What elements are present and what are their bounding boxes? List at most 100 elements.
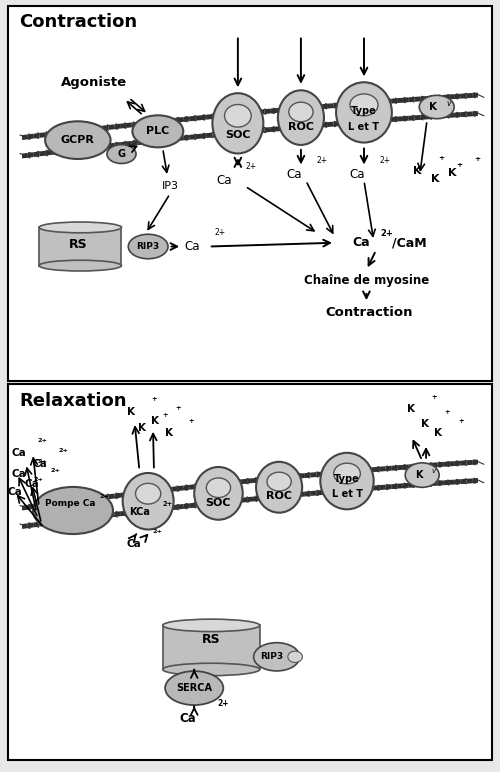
Polygon shape — [276, 494, 281, 499]
Text: K: K — [407, 405, 415, 415]
Polygon shape — [438, 95, 444, 100]
Polygon shape — [414, 463, 420, 469]
FancyBboxPatch shape — [8, 6, 492, 381]
Polygon shape — [190, 134, 195, 140]
Polygon shape — [34, 503, 40, 509]
Text: K: K — [429, 102, 437, 112]
Polygon shape — [380, 117, 386, 123]
Polygon shape — [62, 130, 68, 135]
Text: Pompe Ca: Pompe Ca — [46, 499, 96, 508]
Polygon shape — [195, 115, 201, 120]
Text: +: + — [456, 162, 462, 168]
Polygon shape — [155, 506, 160, 512]
Polygon shape — [392, 117, 397, 122]
Text: 2+: 2+ — [246, 161, 257, 171]
Polygon shape — [80, 127, 86, 133]
Polygon shape — [143, 489, 149, 495]
Text: Relaxation: Relaxation — [20, 391, 127, 410]
Polygon shape — [432, 95, 438, 100]
Text: Ca: Ca — [184, 240, 200, 253]
Text: L et T: L et T — [332, 489, 362, 499]
Polygon shape — [166, 137, 172, 142]
Polygon shape — [155, 120, 160, 125]
Polygon shape — [472, 478, 478, 483]
Polygon shape — [114, 142, 120, 147]
Polygon shape — [155, 138, 160, 144]
Polygon shape — [184, 503, 190, 509]
Polygon shape — [80, 516, 86, 521]
Polygon shape — [374, 118, 380, 124]
Polygon shape — [340, 488, 345, 493]
Polygon shape — [160, 487, 166, 493]
Polygon shape — [172, 117, 178, 123]
Polygon shape — [258, 496, 264, 501]
Polygon shape — [126, 141, 132, 147]
Text: G: G — [118, 149, 126, 159]
Polygon shape — [316, 123, 322, 128]
Polygon shape — [132, 122, 138, 127]
Polygon shape — [149, 507, 155, 513]
Polygon shape — [178, 504, 184, 510]
Polygon shape — [86, 145, 91, 151]
Polygon shape — [68, 517, 74, 523]
Polygon shape — [351, 101, 357, 107]
Polygon shape — [108, 493, 114, 499]
Polygon shape — [466, 479, 472, 484]
Polygon shape — [328, 103, 334, 109]
Text: +: + — [458, 418, 464, 424]
Polygon shape — [212, 132, 218, 137]
Polygon shape — [340, 102, 345, 107]
Ellipse shape — [212, 93, 264, 154]
Polygon shape — [114, 124, 120, 129]
Ellipse shape — [224, 104, 251, 127]
Text: Type: Type — [351, 106, 377, 116]
Polygon shape — [449, 113, 455, 118]
Polygon shape — [56, 149, 62, 154]
Polygon shape — [253, 478, 258, 483]
Ellipse shape — [132, 115, 184, 147]
Polygon shape — [230, 130, 235, 136]
Text: Ca: Ca — [12, 449, 26, 459]
Text: Ca: Ca — [286, 168, 302, 181]
Polygon shape — [97, 513, 103, 519]
Polygon shape — [403, 116, 408, 121]
Polygon shape — [155, 488, 160, 493]
Polygon shape — [34, 151, 40, 157]
Polygon shape — [294, 474, 299, 479]
Polygon shape — [242, 111, 247, 117]
Polygon shape — [120, 123, 126, 129]
Polygon shape — [247, 496, 253, 502]
Polygon shape — [212, 500, 218, 506]
Text: 2+: 2+ — [380, 229, 393, 238]
Polygon shape — [190, 503, 195, 508]
Polygon shape — [103, 513, 108, 518]
Polygon shape — [310, 490, 316, 496]
Polygon shape — [206, 133, 212, 138]
Polygon shape — [247, 110, 253, 116]
Polygon shape — [92, 127, 97, 132]
Polygon shape — [310, 105, 316, 110]
Polygon shape — [56, 500, 62, 506]
Text: +: + — [431, 394, 436, 400]
Polygon shape — [149, 138, 155, 144]
Polygon shape — [97, 126, 103, 131]
Polygon shape — [247, 478, 253, 483]
Polygon shape — [224, 113, 230, 118]
Polygon shape — [190, 116, 195, 121]
Polygon shape — [386, 466, 392, 471]
Ellipse shape — [33, 487, 113, 534]
Polygon shape — [242, 497, 247, 503]
Polygon shape — [56, 519, 62, 524]
Polygon shape — [206, 501, 212, 506]
Polygon shape — [351, 487, 357, 493]
Polygon shape — [86, 496, 91, 502]
Text: Ca: Ca — [216, 174, 232, 187]
Polygon shape — [449, 94, 455, 100]
Text: SERCA: SERCA — [176, 683, 212, 693]
Text: 2+: 2+ — [316, 156, 327, 165]
Polygon shape — [80, 497, 86, 503]
Polygon shape — [143, 120, 149, 126]
Text: K: K — [164, 428, 172, 438]
Polygon shape — [166, 118, 172, 124]
Polygon shape — [357, 101, 362, 107]
